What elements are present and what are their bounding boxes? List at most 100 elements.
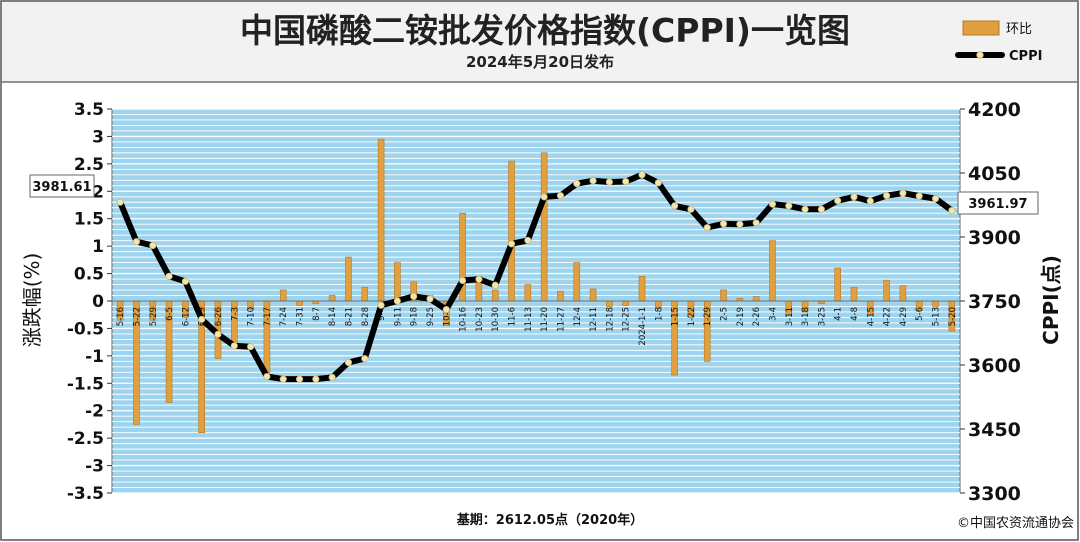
cppi-point xyxy=(198,315,206,323)
x-tick-label: 6-12 xyxy=(181,307,191,326)
bar xyxy=(491,289,499,302)
x-tick-label: 5-13 xyxy=(932,307,942,326)
base-period-note: 基期：2612.05点（2020年） xyxy=(456,512,643,528)
x-tick-label: 2024-1-1 xyxy=(638,307,648,346)
bar xyxy=(850,286,858,302)
x-tick-label: 2-5 xyxy=(720,307,730,321)
x-tick-label: 2-26 xyxy=(752,307,762,326)
cppi-point xyxy=(132,238,141,246)
cppi-point xyxy=(214,330,222,338)
bar xyxy=(508,160,515,302)
y-right-tick-label: 3300 xyxy=(968,483,1021,505)
y-right-tick-label: 3900 xyxy=(968,227,1021,249)
x-tick-label: 8-14 xyxy=(328,307,338,326)
first-value-callout: 3981.61 xyxy=(29,174,95,198)
cppi-point xyxy=(719,220,728,228)
y-left-tick-label: 1 xyxy=(92,237,104,257)
bar xyxy=(361,286,369,302)
cppi-point xyxy=(671,202,679,210)
cppi-point xyxy=(295,375,304,383)
y-right-tick-label: 3750 xyxy=(968,291,1021,313)
x-tick-labels: 5-165-225-296-56-126-196-267-37-107-177-… xyxy=(116,307,958,346)
bar xyxy=(296,300,303,306)
cppi-point xyxy=(817,205,825,213)
x-tick-label: 1-22 xyxy=(687,307,697,326)
cppi-point xyxy=(328,373,336,381)
x-tick-label: 3-25 xyxy=(817,307,827,326)
x-tick-label: 8-21 xyxy=(344,307,354,326)
x-tick-label: 9-25 xyxy=(426,307,436,326)
y-right-tick-label: 4200 xyxy=(968,99,1021,121)
x-tick-label: 6-26 xyxy=(214,307,224,326)
bar xyxy=(589,288,597,302)
cppi-point xyxy=(834,197,842,205)
x-tick-label: 11-20 xyxy=(540,307,550,332)
x-tick-label: 9-18 xyxy=(410,307,420,326)
chart-subtitle: 2024年5月20日发布 xyxy=(466,53,614,71)
cppi-point xyxy=(247,343,255,351)
x-tick-label: 5-20 xyxy=(948,307,958,326)
x-tick-label: 5-6 xyxy=(915,307,925,321)
x-tick-label: 2-19 xyxy=(736,307,746,326)
y-right-tick-label: 4050 xyxy=(968,163,1021,185)
legend-line-label: CPPI xyxy=(1009,49,1042,64)
x-tick-label: 5-29 xyxy=(149,307,159,326)
cppi-point xyxy=(116,198,124,206)
y-left-tick-labels: 3.5 3 2.5 2 1.5 1 0.5 0 -0.5 -1 -1.5 -2 -2.5 -3 -3.5 xyxy=(67,100,112,504)
x-tick-label: 7-3 xyxy=(230,307,240,321)
bar xyxy=(655,300,662,308)
cppi-point xyxy=(279,375,287,383)
x-tick-label: 4-22 xyxy=(883,307,893,326)
first-value-text: 3981.61 xyxy=(32,180,91,195)
bar xyxy=(540,152,548,302)
cppi-point xyxy=(149,241,157,250)
y-left-tick-label: 2 xyxy=(92,182,104,202)
y-left-tick-label: 3 xyxy=(92,127,104,147)
cppi-point xyxy=(785,202,793,210)
x-tick-label: 11-27 xyxy=(556,307,566,332)
cppi-point xyxy=(410,292,418,300)
cppi-point xyxy=(263,372,271,381)
bar xyxy=(883,279,890,302)
cppi-line xyxy=(116,171,956,383)
cppi-point xyxy=(638,171,646,179)
y-left-tick-label: -2 xyxy=(85,402,104,422)
y-left-tick-label: 2.5 xyxy=(74,155,104,175)
cppi-point xyxy=(426,295,434,303)
y-left-tick-label: -3.5 xyxy=(67,484,104,504)
cppi-point xyxy=(377,301,385,309)
x-tick-label: 4-15 xyxy=(866,307,876,326)
bars xyxy=(112,138,960,433)
y-left-tick-label: 3.5 xyxy=(74,100,104,120)
x-tick-label: 4-29 xyxy=(899,307,909,326)
cppi-point xyxy=(312,375,320,383)
y-left-tick-label: -3 xyxy=(85,457,104,477)
x-tick-label: 12-25 xyxy=(622,307,632,332)
cppi-point xyxy=(931,195,940,203)
y-left-tick-label: -2.5 xyxy=(67,429,104,449)
cppi-point xyxy=(850,193,858,201)
cppi-point xyxy=(524,236,532,244)
bar xyxy=(638,276,646,302)
y-left-tick-label: -0.5 xyxy=(67,319,104,339)
bar xyxy=(720,289,727,302)
x-tick-label: 1-8 xyxy=(654,307,664,321)
x-tick-label: 1-29 xyxy=(703,307,713,326)
x-tick-label: 7-17 xyxy=(263,307,273,326)
x-tick-label: 7-10 xyxy=(247,307,257,326)
y-right-axis-title: CPPI(点) xyxy=(1039,255,1063,345)
x-tick-label: 5-16 xyxy=(116,307,126,326)
x-tick-label: 5-22 xyxy=(132,307,142,326)
cppi-point xyxy=(181,277,189,285)
x-tick-label: 10-9 xyxy=(442,307,452,326)
y-left-tick-label: 0.5 xyxy=(74,265,104,285)
x-tick-label: 10-30 xyxy=(491,307,501,332)
cppi-point xyxy=(866,197,874,205)
x-tick-label: 4-8 xyxy=(850,307,860,321)
x-tick-label: 8-7 xyxy=(312,307,322,321)
y-right-tick-label: 3450 xyxy=(968,419,1021,441)
cppi-point xyxy=(687,205,695,213)
bar xyxy=(279,289,287,302)
x-tick-label: 12-18 xyxy=(605,307,615,332)
y-right-tick-labels: 4200 4050 3900 3750 3600 3450 3300 xyxy=(960,99,1021,505)
